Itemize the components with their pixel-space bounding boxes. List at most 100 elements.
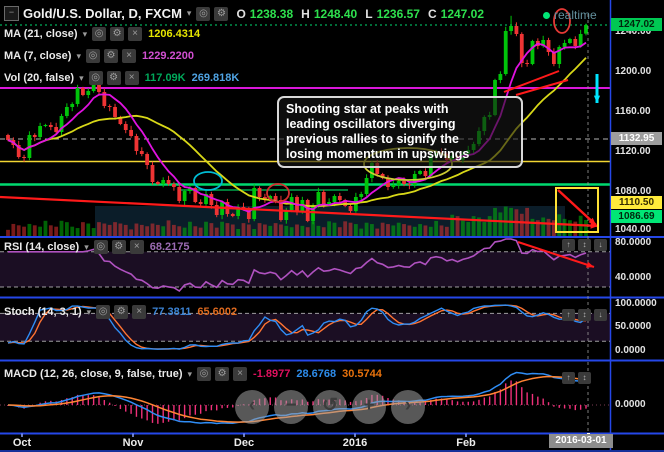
nav-reset[interactable]: ↺ [313, 390, 347, 424]
chevron-down-icon[interactable]: ▾ [84, 241, 89, 252]
gear-icon[interactable]: ⚙ [103, 49, 118, 63]
ma21-row: MA (21, close) ▾ ◎ ⚙ × 1206.4314 [4, 27, 200, 41]
price-badge: 1132.95 [611, 132, 662, 145]
gear-icon[interactable]: ⚙ [111, 240, 126, 254]
close-icon[interactable]: × [121, 49, 136, 63]
close-icon[interactable]: × [128, 27, 143, 41]
high-value: 1248.40 [313, 6, 358, 21]
eye-icon[interactable]: ◎ [92, 27, 107, 41]
pane-move-button[interactable]: ↑ [562, 239, 575, 251]
chevron-down-icon[interactable]: ▾ [186, 8, 192, 18]
time-axis-label: Dec [233, 437, 255, 449]
macd-hist-value: -1.8977 [253, 368, 291, 380]
pane-move-button[interactable]: ↑ [562, 372, 575, 384]
close-value: 1247.02 [440, 6, 485, 21]
stoch-axis-label: 0.0000 [615, 345, 646, 356]
rsi-row: RSI (14, close) ▾ ◎ ⚙ × 68.2175 [4, 240, 190, 254]
date-badge: 2016-03-01 [549, 434, 613, 448]
nav-zoom-out[interactable]: − [274, 390, 308, 424]
stoch-d-value: 65.6002 [197, 306, 238, 318]
gear-icon[interactable]: ⚙ [106, 71, 121, 85]
low-value: 1236.57 [376, 6, 420, 21]
gear-icon[interactable]: ⚙ [215, 367, 230, 381]
pane-move-button[interactable]: ↓ [594, 309, 607, 321]
volume-label[interactable]: Vol (20, false) [4, 72, 75, 84]
stoch-label[interactable]: Stoch (14, 3, 1) [4, 306, 82, 318]
price-axis-label: 1160.00 [615, 106, 651, 117]
close-icon[interactable]: × [129, 240, 144, 254]
stoch-row: Stoch (14, 3, 1) ▾ ◎ ⚙ × 77.3811 65.6002 [4, 305, 237, 319]
time-axis-label: Feb [456, 437, 476, 449]
eye-icon[interactable]: ◎ [93, 240, 108, 254]
time-axis-label: Nov [122, 437, 144, 449]
price-badge: 1247.02 [611, 18, 662, 31]
macd-label[interactable]: MACD (12, 26, close, 9, false, true) [4, 368, 183, 380]
macd-line-value: 28.6768 [296, 368, 337, 380]
collapse-icon[interactable]: − [4, 6, 19, 21]
eye-icon[interactable]: ◎ [96, 305, 111, 319]
ma7-row: MA (7, close) ▾ ◎ ⚙ × 1229.2200 [4, 49, 194, 63]
ma7-label[interactable]: MA (7, close) [4, 50, 72, 62]
price-axis-label: 1080.00 [615, 186, 652, 197]
close-icon[interactable]: × [233, 367, 248, 381]
macd-row: MACD (12, 26, close, 9, false, true) ▾ ◎… [4, 367, 382, 381]
annotation-line: previous rallies to signify the [286, 132, 459, 146]
close-icon[interactable]: × [124, 71, 139, 85]
chevron-down-icon[interactable]: ▾ [187, 368, 193, 379]
high-label: H [301, 6, 310, 21]
pane-move-button[interactable]: ↕ [578, 309, 591, 321]
chevron-down-icon[interactable]: ▾ [79, 72, 84, 83]
pane-move-button[interactable]: ↕ [578, 372, 591, 384]
gear-icon[interactable]: ⚙ [214, 6, 229, 21]
price-axis-label: 1240.00 [615, 26, 652, 37]
price-axis-label: 1200.00 [615, 66, 652, 77]
chevron-down-icon[interactable]: ▾ [82, 28, 88, 39]
rsi-label[interactable]: RSI (14, close) [4, 241, 80, 253]
open-value: 1238.38 [249, 6, 294, 21]
realtime-indicator: realtime [543, 8, 597, 22]
annotation-line: leading oscillators diverging [286, 117, 456, 131]
price-badge: 1086.69 [611, 210, 662, 223]
macd-signal-value: 30.5744 [342, 368, 382, 380]
rsi-value: 68.2175 [149, 241, 190, 253]
macd-axis-label: 0.0000 [615, 399, 646, 410]
chevron-down-icon[interactable]: ▾ [76, 50, 81, 61]
gear-icon[interactable]: ⚙ [110, 27, 125, 41]
price-axis-label: 1120.00 [615, 146, 651, 157]
nav-zoom-in[interactable]: + [352, 390, 386, 424]
eye-icon[interactable]: ◎ [196, 6, 211, 21]
ma7-value: 1229.2200 [141, 50, 194, 62]
pane-move-button[interactable]: ↑ [562, 309, 575, 321]
pane-move-button[interactable]: ↕ [578, 239, 591, 251]
ma21-value: 1206.4314 [148, 28, 201, 40]
ma21-label[interactable]: MA (21, close) [4, 28, 78, 40]
eye-icon[interactable]: ◎ [88, 71, 103, 85]
rsi-axis-label: 40.0000 [615, 272, 652, 283]
realtime-dot-icon [543, 11, 550, 19]
annotation-callout[interactable]: Shooting star at peaks with leading osci… [277, 96, 523, 168]
symbol-title[interactable]: Gold/U.S. Dollar, D, FXCM [23, 6, 182, 21]
volume-value: 117.09K [144, 72, 186, 84]
eye-icon[interactable]: ◎ [85, 49, 100, 63]
gear-icon[interactable]: ⚙ [114, 305, 129, 319]
nav-next[interactable]: › [391, 390, 425, 424]
close-label: C [427, 6, 437, 21]
stoch-axis-label: 100.0000 [615, 298, 657, 309]
nav-prev[interactable]: ‹ [235, 390, 269, 424]
realtime-label: realtime [554, 8, 597, 22]
stoch-axis-label: 50.0000 [615, 321, 652, 332]
pane-move-button[interactable]: ↓ [594, 239, 607, 251]
annotation-line: losing momentum in upswings [286, 147, 470, 161]
annotation-line: Shooting star at peaks with [286, 102, 449, 116]
eye-icon[interactable]: ◎ [197, 367, 212, 381]
rsi-axis-label: 80.0000 [615, 237, 652, 248]
volume-ma-value: 269.818K [191, 72, 240, 84]
open-label: O [236, 6, 246, 21]
price-badge: 1110.50 [611, 196, 662, 209]
chevron-down-icon[interactable]: ▾ [86, 306, 92, 317]
low-label: L [365, 6, 373, 21]
price-axis-label: 1040.00 [615, 224, 652, 235]
close-icon[interactable]: × [132, 305, 147, 319]
